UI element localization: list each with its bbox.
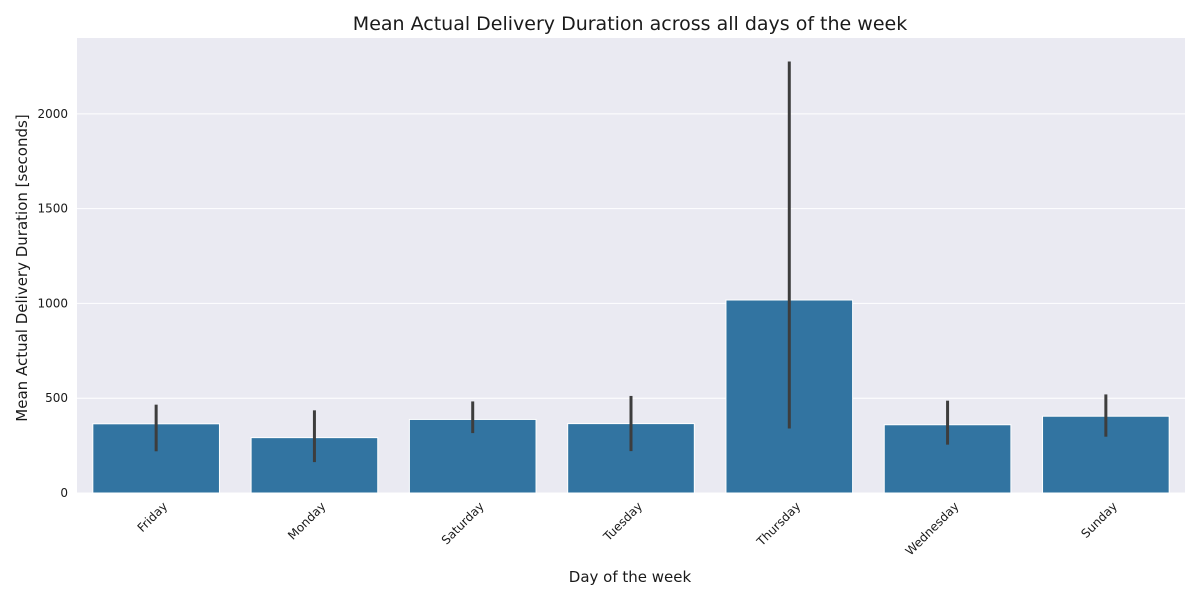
y-tick-label: 1000 bbox=[37, 296, 68, 310]
error-bars bbox=[154, 61, 1108, 463]
x-tick-label: Friday bbox=[135, 499, 171, 535]
x-tick-label: Thursday bbox=[753, 499, 803, 549]
x-tick-label: Saturday bbox=[439, 499, 487, 547]
y-axis-ticks: 0 500 1000 1500 2000 bbox=[37, 107, 68, 500]
x-axis-ticks: Friday Monday Saturday Tuesday Thursday Wedne… bbox=[135, 499, 1120, 558]
y-axis-label: Mean Actual Delivery Duration [seconds] bbox=[13, 114, 31, 421]
x-tick-label: Sunday bbox=[1078, 499, 1120, 541]
x-tick-label: Wednesday bbox=[903, 499, 962, 558]
y-tick-label: 0 bbox=[60, 486, 68, 500]
y-tick-label: 500 bbox=[45, 391, 68, 405]
chart-title: Mean Actual Delivery Duration across all… bbox=[353, 13, 907, 35]
bar-tuesday bbox=[567, 423, 695, 494]
x-tick-label: Tuesday bbox=[600, 499, 645, 544]
x-axis-label: Day of the week bbox=[569, 568, 692, 586]
y-tick-label: 2000 bbox=[37, 107, 68, 121]
y-tick-label: 1500 bbox=[37, 202, 68, 216]
x-tick-label: Monday bbox=[285, 499, 328, 542]
